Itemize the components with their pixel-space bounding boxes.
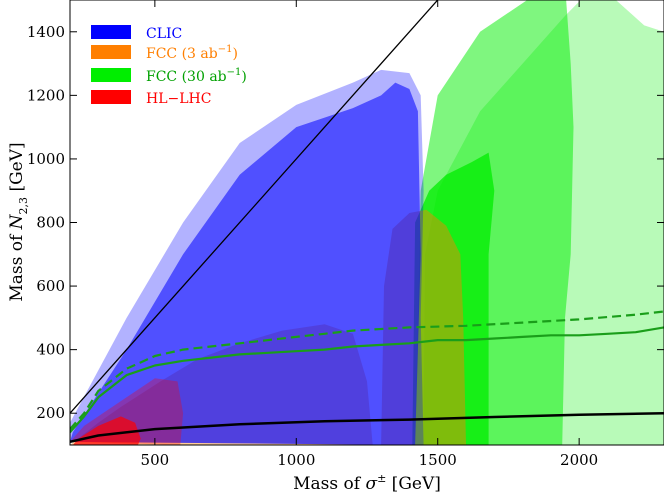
legend-swatch-clic	[91, 25, 131, 39]
legend-label-fcc-3-text: FCC (3 ab	[146, 46, 218, 62]
y-tick-label: 1200	[27, 86, 65, 104]
x-axis-label-prefix: Mass of	[293, 474, 365, 494]
legend-label-fcc-30-close: )	[241, 69, 246, 85]
x-tick-label: 1000	[277, 451, 315, 469]
x-tick-label: 2000	[560, 451, 598, 469]
regions-layer	[70, 0, 664, 445]
y-axis-label-prefix: Mass of	[7, 229, 27, 301]
lines-layer	[70, 0, 664, 444]
y-tick-label: 800	[36, 214, 65, 232]
y-axis-label: Mass of N2,3 [GeV]	[7, 142, 30, 301]
x-axis-label-sup: ±	[377, 472, 386, 485]
x-axis-label-symbol: σ	[365, 474, 377, 494]
legend-label-clic: CLIC	[146, 26, 182, 42]
legend: CLIC FCC (3 ab−1) FCC (30 ab−1) HL−LHC	[91, 25, 247, 107]
y-tick-label: 1400	[27, 23, 65, 41]
y-tick-label: 600	[36, 277, 65, 295]
line-fcc-3-dashed	[70, 310, 664, 430]
legend-swatch-hl-lhc	[91, 90, 131, 104]
legend-swatch-fcc-30	[91, 68, 131, 82]
region-clic-inner	[70, 82, 421, 445]
y-axis-label-suffix: [GeV]	[7, 142, 27, 197]
legend-label-hl-lhc: HL−LHC	[146, 91, 211, 107]
line-diagonal	[70, 0, 439, 414]
region-fcc-30-ab-core	[412, 152, 495, 445]
y-tick-label: 200	[36, 404, 65, 422]
legend-label-fcc-30-sup: −1	[227, 67, 242, 78]
legend-label-clic-text: CLIC	[146, 26, 182, 42]
y-tick-label: 400	[36, 341, 65, 359]
legend-label-fcc-3-close: )	[232, 46, 237, 62]
line-fcc-30-solid	[70, 326, 664, 434]
x-axis-label: Mass of σ± [GeV]	[293, 472, 441, 494]
line-lower-bound	[70, 411, 664, 444]
x-tick-label: 1500	[419, 451, 457, 469]
legend-swatch-fcc-3	[91, 45, 131, 59]
x-axis-label-suffix: [GeV]	[386, 474, 441, 494]
y-axis-label-symbol: N	[7, 213, 27, 230]
legend-label-fcc-30: FCC (30 ab−1)	[146, 67, 247, 85]
legend-label-hl-lhc-text: HL−LHC	[146, 91, 211, 107]
x-tick-label: 500	[141, 451, 170, 469]
x-axis: 500 1000 1500 2000	[141, 0, 598, 469]
legend-label-fcc-30-text: FCC (30 ab	[146, 69, 227, 85]
y-tick-label: 1000	[27, 150, 65, 168]
legend-label-fcc-3-sup: −1	[218, 44, 233, 55]
y-axis-label-sub: 2,3	[17, 197, 30, 215]
legend-label-fcc-3: FCC (3 ab−1)	[146, 44, 238, 62]
y-axis: 200 400 600 800 1000 1200 1400	[27, 23, 664, 422]
